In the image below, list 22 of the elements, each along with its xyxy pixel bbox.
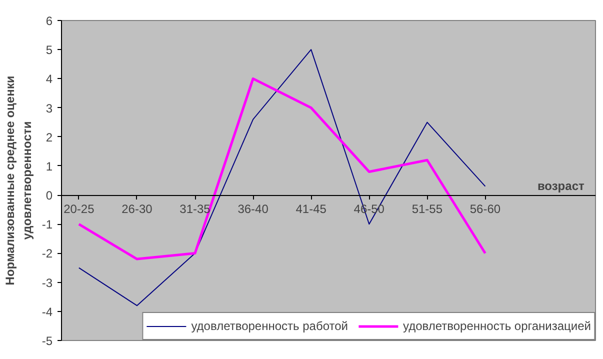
y-tick-label: -2 xyxy=(42,246,53,261)
y-tick-label: -3 xyxy=(42,276,53,290)
legend-label: удовлетворенность работой xyxy=(191,319,348,333)
y-tick-label: 6 xyxy=(46,14,53,28)
x-tick-label: 20-25 xyxy=(64,202,95,216)
x-axis-title: возраст xyxy=(537,179,584,194)
x-tick-label: 26-30 xyxy=(122,202,153,216)
y-axis-title: Нормализованные среднее оценки удовлетворенности xyxy=(3,76,34,286)
y-tick-label: 1 xyxy=(46,159,53,174)
x-tick-label: 41-45 xyxy=(296,202,327,216)
y-tick-label: -5 xyxy=(42,334,53,348)
y-tick-label: 4 xyxy=(46,72,53,86)
y-tick-label: -1 xyxy=(42,218,53,232)
y-tick-label: -4 xyxy=(42,304,53,319)
y-tick-label: 5 xyxy=(46,43,53,58)
x-tick-label: 56-60 xyxy=(470,202,501,216)
y-tick-label: 2 xyxy=(46,130,53,144)
x-tick-label: 36-40 xyxy=(238,202,269,216)
y-tick-label: 3 xyxy=(46,101,53,116)
legend-label: удовлетворенность организацией xyxy=(402,319,591,333)
x-tick-label: 51-55 xyxy=(412,202,443,216)
y-tick-label: 0 xyxy=(46,188,53,203)
